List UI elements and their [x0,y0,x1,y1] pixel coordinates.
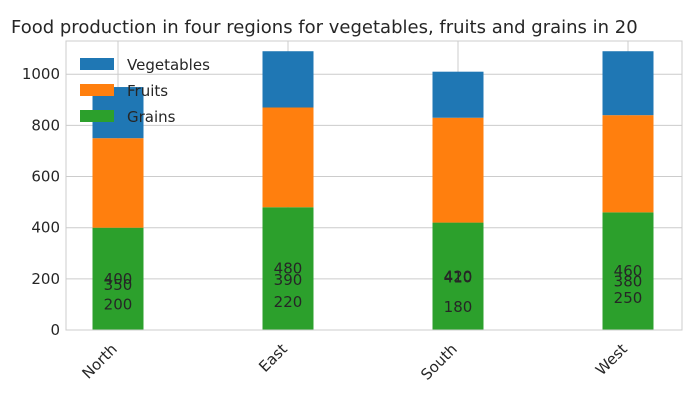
legend-swatch-grains [80,110,114,122]
bar-fruits-south [432,117,484,223]
bar-vegetables-west [602,51,654,116]
bar-fruits-east [262,107,314,208]
bar-vegetables-east [262,51,314,108]
legend: Vegetables Fruits Grains [80,56,210,126]
y-tick-label: 1000 [22,65,60,83]
data-label: 460 [614,262,643,280]
legend-swatch-vegetables [80,58,114,70]
x-tick-label: West [592,340,631,379]
data-label: 220 [274,293,303,311]
data-label: 250 [614,289,643,307]
y-tick-labels: 0 200 400 600 800 1000 [22,65,60,339]
data-label: 410 [444,269,473,287]
y-tick-label: 600 [31,168,60,186]
data-label: 350 [104,276,133,294]
legend-label-grains: Grains [127,108,176,126]
bar-grains-south [432,222,484,330]
x-tick-label: South [417,340,461,384]
bar-grains-west [602,212,654,330]
legend-label-fruits: Fruits [127,82,168,100]
bar-fruits-north [92,138,144,228]
data-label: 420 [444,267,473,285]
plot-frame [65,40,683,331]
bar-fruits-west [602,115,654,213]
bars-layer [92,51,654,330]
bar-grains-east [262,207,314,330]
y-tick-label: 800 [31,116,60,134]
chart-title: Food production in four regions for vege… [11,17,638,38]
x-tick-label: North [78,340,120,382]
data-label: 380 [614,272,643,290]
legend-swatch-fruits [80,84,114,96]
bar-vegetables-south [432,71,484,118]
y-tick-label: 0 [50,321,60,339]
data-label: 480 [274,260,303,278]
x-tick-label: East [255,340,291,376]
x-tick-labels: North East South West [78,340,630,384]
data-label: 390 [274,271,303,289]
data-label: 200 [104,295,133,313]
y-tick-label: 400 [31,219,60,237]
legend-label-vegetables: Vegetables [127,56,210,74]
y-tick-label: 200 [31,270,60,288]
bar-grains-north [92,227,144,330]
data-label: 400 [104,270,133,288]
data-label: 180 [444,298,473,316]
